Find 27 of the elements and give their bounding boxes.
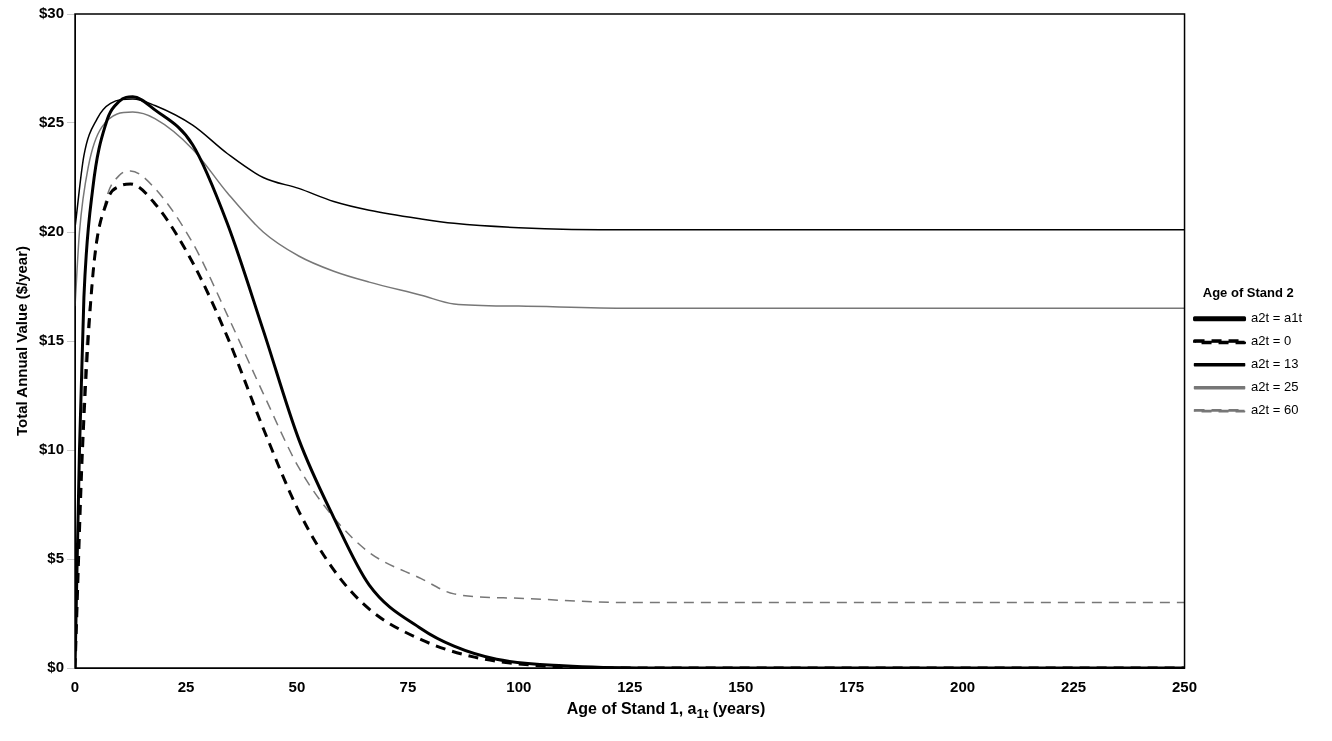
y-tick-label: $10 bbox=[39, 440, 65, 458]
legend-label: a2t = 25 bbox=[1251, 379, 1299, 395]
y-tick-label: $20 bbox=[39, 222, 65, 240]
legend-label: a2t = 13 bbox=[1251, 356, 1299, 372]
x-tick-label: 75 bbox=[399, 678, 417, 696]
x-tick-label: 250 bbox=[1172, 678, 1198, 696]
x-tick-label: 200 bbox=[950, 678, 976, 696]
x-tick-label: 25 bbox=[177, 678, 195, 696]
x-tick-label: 125 bbox=[617, 678, 643, 696]
x-tick-label: 100 bbox=[506, 678, 532, 696]
x-tick-label: 225 bbox=[1061, 678, 1087, 696]
legend-label: a2t = a1t bbox=[1251, 310, 1303, 326]
x-tick-label: 50 bbox=[288, 678, 306, 696]
legend-label: a2t = 60 bbox=[1251, 402, 1299, 418]
y-tick-label: $25 bbox=[39, 113, 65, 131]
y-tick-label: $30 bbox=[39, 4, 65, 22]
legend-label: a2t = 0 bbox=[1251, 333, 1292, 349]
y-axis-title: Total Annual Value ($/year) bbox=[13, 245, 31, 437]
y-tick-label: $15 bbox=[39, 331, 65, 349]
legend-title: Age of Stand 2 bbox=[1202, 284, 1294, 300]
x-tick-label: 150 bbox=[728, 678, 754, 696]
x-axis-title: Age of Stand 1, a$_{1t}$ (years) bbox=[565, 700, 767, 722]
y-tick-label: $0 bbox=[47, 658, 65, 676]
y-tick-label: $5 bbox=[47, 549, 65, 567]
line-series bbox=[75, 111, 1185, 310]
x-tick-label: 0 bbox=[70, 678, 80, 696]
x-tick-label: 175 bbox=[839, 678, 865, 696]
